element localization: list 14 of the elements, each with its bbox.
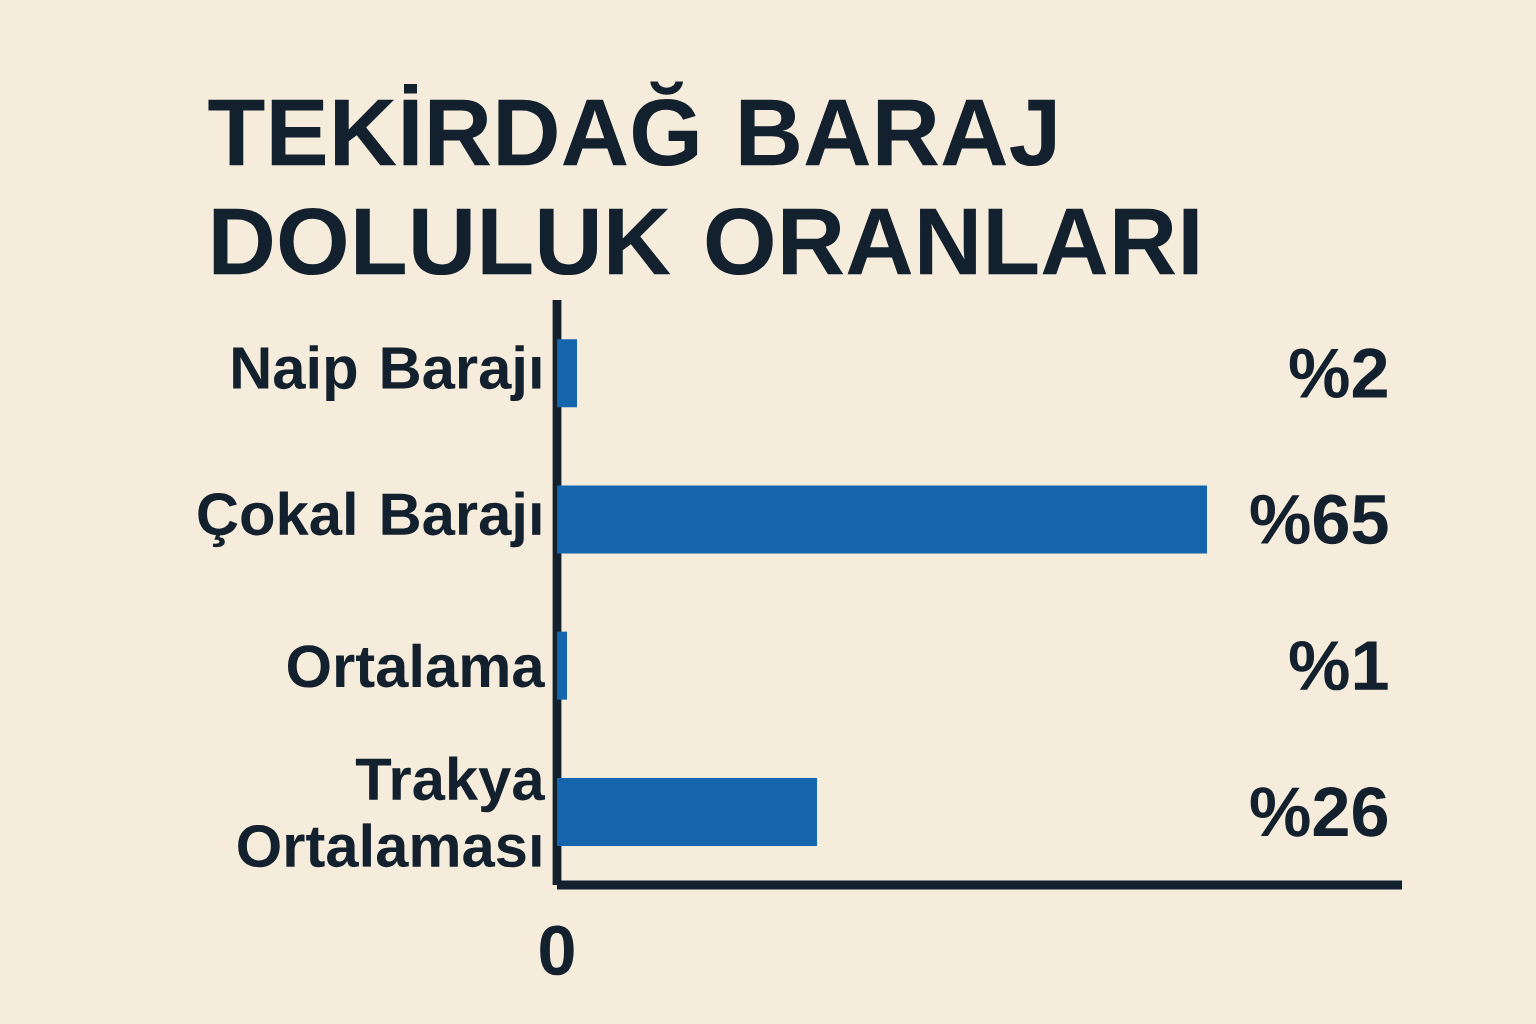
bar: [557, 485, 1208, 554]
bar: [557, 631, 568, 700]
data-label: %65: [1250, 494, 1388, 545]
data-label: %1: [1289, 640, 1388, 691]
y-tick-label: Trakya Ortalaması: [238, 756, 545, 868]
y-tick-label: Çokal Barajı: [198, 491, 541, 548]
bar: [557, 339, 577, 408]
bar: [557, 777, 818, 846]
text: 0: [540, 925, 574, 976]
y-tick-label: Ortalama: [287, 643, 545, 688]
data-label: %26: [1250, 787, 1388, 837]
y-tick-label: Naip Barajı: [233, 345, 541, 401]
data-label: %2: [1289, 348, 1387, 398]
chart-title: TEKİRDAĞ BARAJ DOLULUK ORANLARI: [208, 81, 1198, 276]
